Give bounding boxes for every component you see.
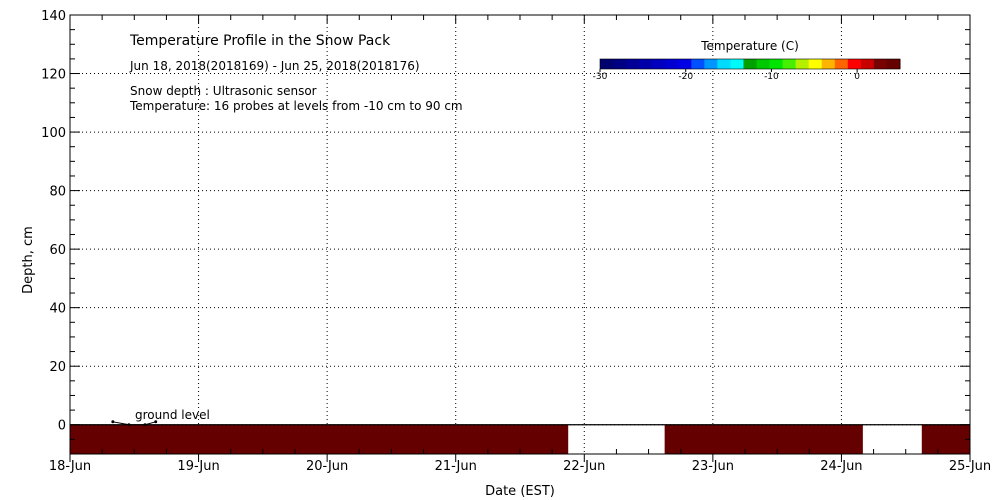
snow-depth-point — [143, 423, 147, 427]
x-axis-label: Date (EST) — [485, 484, 555, 499]
x-tick-label: 18-Jun — [49, 459, 91, 474]
chart-subtitle: Jun 18, 2018(2018169) - Jun 25, 2018(201… — [129, 59, 420, 73]
colorbar-swatch — [860, 59, 875, 69]
plot-frame — [69, 14, 971, 455]
y-tick-label: 20 — [49, 360, 66, 375]
colorbar-swatch — [756, 59, 771, 69]
colorbar-swatch — [873, 59, 888, 69]
colorbar-tick-label: -30 — [593, 72, 608, 82]
x-tick-label: 19-Jun — [177, 459, 219, 474]
colorbar-swatch — [886, 59, 901, 69]
snow-depth-trace — [111, 420, 158, 427]
snow-depth-point — [154, 420, 158, 424]
x-tick-label: 24-Jun — [820, 459, 862, 474]
colorbar-swatch — [600, 59, 614, 69]
temperature-band — [664, 424, 863, 454]
colorbar-swatch — [652, 59, 666, 69]
colorbar: -30 -20 -10 0 — [593, 58, 901, 82]
grid — [70, 15, 970, 454]
y-tick-label: 120 — [41, 68, 66, 83]
colorbar-swatch — [730, 59, 744, 69]
ground-level-annotation: ground level — [135, 408, 210, 422]
x-tick-label: 23-Jun — [692, 459, 734, 474]
colorbar-swatch — [717, 59, 731, 69]
x-axis: 18-Jun 19-Jun 20-Jun 21-Jun 22-Jun 23-Jun 24-J… — [49, 15, 991, 474]
x-tick-label: 21-Jun — [435, 459, 477, 474]
y-tick-label: 60 — [49, 243, 66, 258]
x-tick-label: 25-Jun — [949, 459, 991, 474]
snow-depth-line — [112, 421, 156, 426]
temperature-band — [70, 424, 569, 454]
y-tick-label: 40 — [49, 302, 66, 317]
temperature-bands — [70, 424, 970, 454]
colorbar-swatch — [795, 59, 810, 69]
colorbar-swatch — [834, 59, 849, 69]
x-tick-label: 22-Jun — [563, 459, 605, 474]
colorbar-swatch — [665, 59, 679, 69]
colorbar-label: Temperature (C) — [700, 39, 799, 53]
chart-title: Temperature Profile in the Snow Pack — [129, 33, 391, 49]
colorbar-swatch — [743, 59, 758, 69]
x-tick-label: 20-Jun — [306, 459, 348, 474]
y-axis: 0 20 40 60 80 100 120 140 — [41, 9, 970, 455]
colorbar-swatch — [626, 59, 640, 69]
temperature-band — [921, 424, 970, 454]
snow-depth-point — [127, 423, 131, 427]
y-tick-label: 140 — [41, 9, 66, 24]
colorbar-swatch — [704, 59, 718, 69]
colorbar-swatch — [782, 59, 797, 69]
colorbar-swatch — [678, 59, 692, 69]
colorbar-swatch — [821, 59, 836, 69]
y-axis-label: Depth, cm — [21, 226, 36, 294]
colorbar-swatch — [639, 59, 653, 69]
note-snow-depth: Snow depth : Ultrasonic sensor — [130, 84, 317, 98]
colorbar-swatch — [691, 59, 705, 69]
snow-depth-point — [111, 420, 115, 424]
colorbar-swatch — [847, 59, 862, 69]
colorbar-tick-label: -20 — [678, 72, 693, 82]
colorbar-frame — [599, 58, 901, 70]
colorbar-swatch — [808, 59, 823, 69]
y-tick-label: 80 — [49, 185, 66, 200]
colorbar-swatch — [613, 59, 627, 69]
colorbar-tick-label: 0 — [854, 72, 860, 82]
y-tick-label: 100 — [41, 126, 66, 141]
colorbar-tick-label: -10 — [764, 72, 779, 82]
note-temperature: Temperature: 16 probes at levels from -1… — [129, 99, 463, 113]
y-tick-label: 0 — [58, 419, 66, 434]
colorbar-swatch — [769, 59, 784, 69]
